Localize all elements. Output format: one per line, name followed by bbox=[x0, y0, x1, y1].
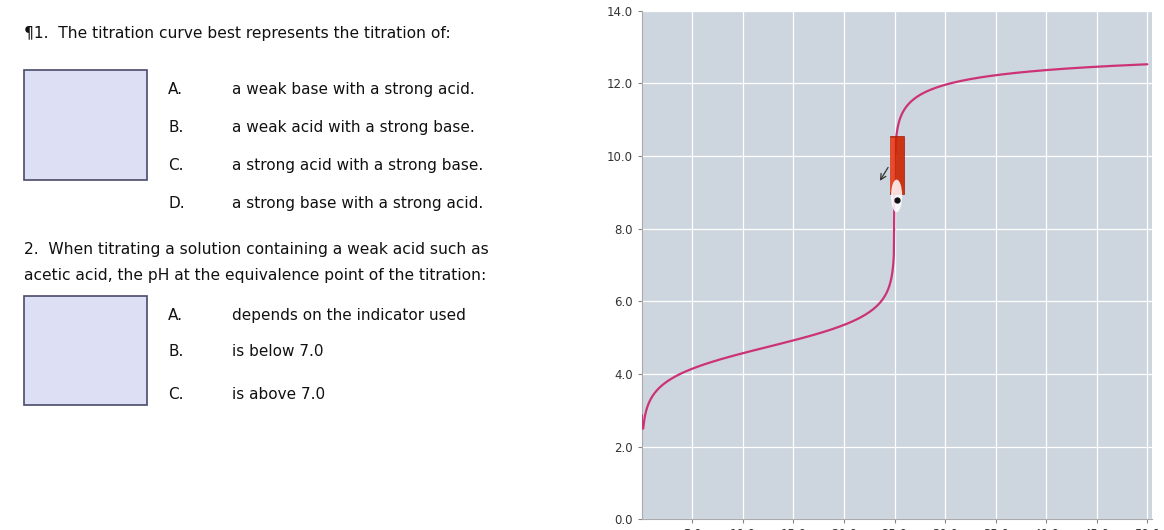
Text: C.: C. bbox=[169, 387, 184, 402]
Text: 2.  When titrating a solution containing a weak acid such as: 2. When titrating a solution containing … bbox=[23, 242, 489, 257]
Text: acetic acid, the pH at the equivalence point of the titration:: acetic acid, the pH at the equivalence p… bbox=[23, 268, 485, 282]
FancyBboxPatch shape bbox=[23, 70, 147, 180]
Text: is below 7.0: is below 7.0 bbox=[232, 344, 324, 359]
Text: B.: B. bbox=[169, 120, 184, 135]
Bar bbox=[890, 138, 895, 192]
Text: B.: B. bbox=[169, 344, 184, 359]
Bar bbox=[889, 136, 903, 194]
Text: A.: A. bbox=[169, 308, 183, 323]
FancyBboxPatch shape bbox=[23, 296, 147, 405]
Text: a strong acid with a strong base.: a strong acid with a strong base. bbox=[232, 158, 483, 173]
Ellipse shape bbox=[892, 180, 902, 213]
Text: depends on the indicator used: depends on the indicator used bbox=[232, 308, 466, 323]
Text: is above 7.0: is above 7.0 bbox=[232, 387, 325, 402]
Text: a weak base with a strong acid.: a weak base with a strong acid. bbox=[232, 82, 474, 97]
Text: D.: D. bbox=[169, 197, 185, 211]
Text: a strong base with a strong acid.: a strong base with a strong acid. bbox=[232, 197, 483, 211]
Text: A.: A. bbox=[169, 82, 183, 97]
Text: C.: C. bbox=[169, 158, 184, 173]
Text: ¶1.  The titration curve best represents the titration of:: ¶1. The titration curve best represents … bbox=[23, 26, 450, 41]
Text: a weak acid with a strong base.: a weak acid with a strong base. bbox=[232, 120, 474, 135]
